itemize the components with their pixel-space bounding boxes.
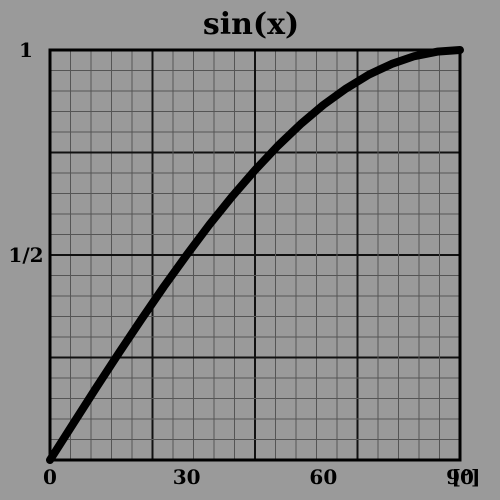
axes (48, 48, 462, 462)
chart-title: sin(x) (203, 7, 299, 42)
x-tick-label: 30 (173, 465, 201, 489)
plot-frame (48, 48, 462, 462)
y-tick-label: 1/2 (8, 243, 43, 267)
series-line-0 (46, 46, 464, 464)
x-unit-label: [°] (452, 465, 481, 489)
tick-labels: 0 30 60 90 1/2 1 (8, 38, 473, 489)
series-layer (46, 46, 464, 464)
grid (50, 50, 460, 460)
x-tick-label: 90 (446, 465, 474, 489)
x-tick-label: 60 (309, 465, 337, 489)
y-tick-label: 1 (19, 38, 33, 62)
x-tick-label: 0 (43, 465, 57, 489)
